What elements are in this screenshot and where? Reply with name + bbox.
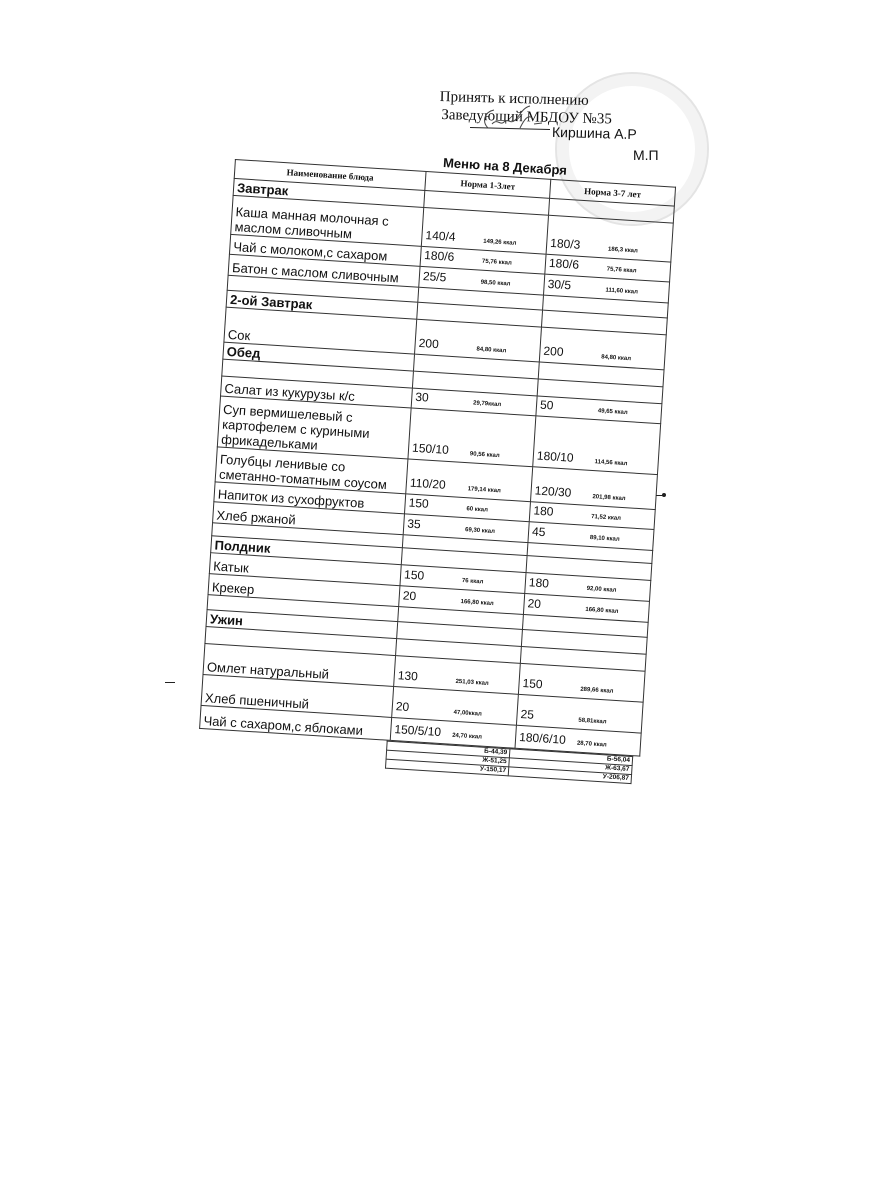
portion: 150	[408, 495, 430, 511]
portion: 180	[533, 503, 554, 519]
handwritten-signature	[484, 105, 543, 129]
calories: 47,00ккал	[453, 709, 482, 718]
portion: 20	[402, 588, 417, 604]
calories: 179,14 ккал	[467, 486, 501, 495]
seal-stamp	[555, 72, 709, 226]
portion: 120/30	[534, 483, 572, 500]
portion: 30/5	[547, 276, 572, 293]
calories: 114,56 ккал	[594, 459, 628, 468]
calories: 84,80 ккал	[476, 346, 507, 355]
portion: 45	[531, 524, 546, 540]
calories: 111,60 ккал	[605, 287, 639, 296]
portion: 180/6/10	[518, 729, 567, 747]
calories: 29,79ккал	[472, 400, 502, 409]
portion: 30	[414, 389, 430, 405]
portion: 25	[520, 707, 535, 722]
calories: 49,65 ккал	[597, 408, 628, 417]
portion: 110/20	[409, 475, 447, 492]
calories: 166,80 ккал	[585, 606, 619, 615]
portion: 200	[543, 343, 564, 359]
portion: 200	[418, 335, 440, 352]
calories: 186,3 ккал	[607, 246, 638, 255]
norm-3-7-cell: 180/10 114,56 ккал	[532, 415, 661, 475]
calories: 76 ккал	[461, 578, 484, 586]
portion: 35	[406, 516, 422, 532]
menu-table: Наименование блюда Норма 1-3лет Норма 3-…	[199, 159, 676, 757]
calories: 75,76 ккал	[606, 266, 637, 275]
portion: 130	[397, 668, 419, 684]
portion: 140/4	[425, 228, 456, 244]
norm-1-3-cell: 150/10 90,56 ккал	[407, 408, 536, 467]
calories: 75,76 ккал	[481, 258, 512, 267]
scan-mark	[165, 682, 175, 683]
portion: 150	[403, 567, 425, 583]
calories: 71,52 ккал	[590, 514, 622, 522]
portion: 180/3	[549, 235, 581, 252]
calories: 149,26 ккал	[483, 238, 517, 247]
scan-mark	[656, 495, 664, 496]
calories: 28,70 ккал	[576, 740, 607, 749]
calories: 166,80 ккал	[460, 599, 494, 608]
seal-label: М.П	[633, 147, 659, 163]
portion: 150	[522, 676, 544, 692]
calories: 92,00 ккал	[586, 585, 617, 594]
calories: 69,30 ккал	[464, 527, 496, 536]
portion: 20	[395, 699, 410, 714]
calories: 60 ккал	[466, 506, 489, 514]
portion: 20	[527, 596, 542, 612]
calories: 251,03 ккал	[455, 678, 489, 687]
portion: 180	[528, 575, 550, 591]
calories: 24,70 ккал	[451, 732, 483, 741]
portion: 50	[539, 397, 554, 413]
portion: 150/10	[411, 440, 450, 457]
portion: 150/5/10	[394, 722, 442, 740]
portion: 180/10	[536, 448, 574, 465]
signer-name: Киршина А.Р	[551, 123, 637, 143]
scan-mark	[662, 493, 666, 497]
menu-document: Меню на 8 Декабря Наименование блюда Нор…	[197, 142, 676, 784]
portion: 180/6	[423, 248, 455, 264]
portion: 180/6	[548, 255, 580, 272]
calories: 98,50 ккал	[480, 279, 511, 288]
portion: 25/5	[422, 269, 447, 285]
calories: 289,66 ккал	[580, 686, 614, 695]
calories: 89,10 ккал	[589, 535, 620, 543]
calories: 84,80 ккал	[601, 354, 632, 363]
calories: 58,81ккал	[578, 717, 607, 726]
calories: 90,56 ккал	[469, 451, 500, 460]
calories: 201,98 ккал	[592, 494, 626, 503]
